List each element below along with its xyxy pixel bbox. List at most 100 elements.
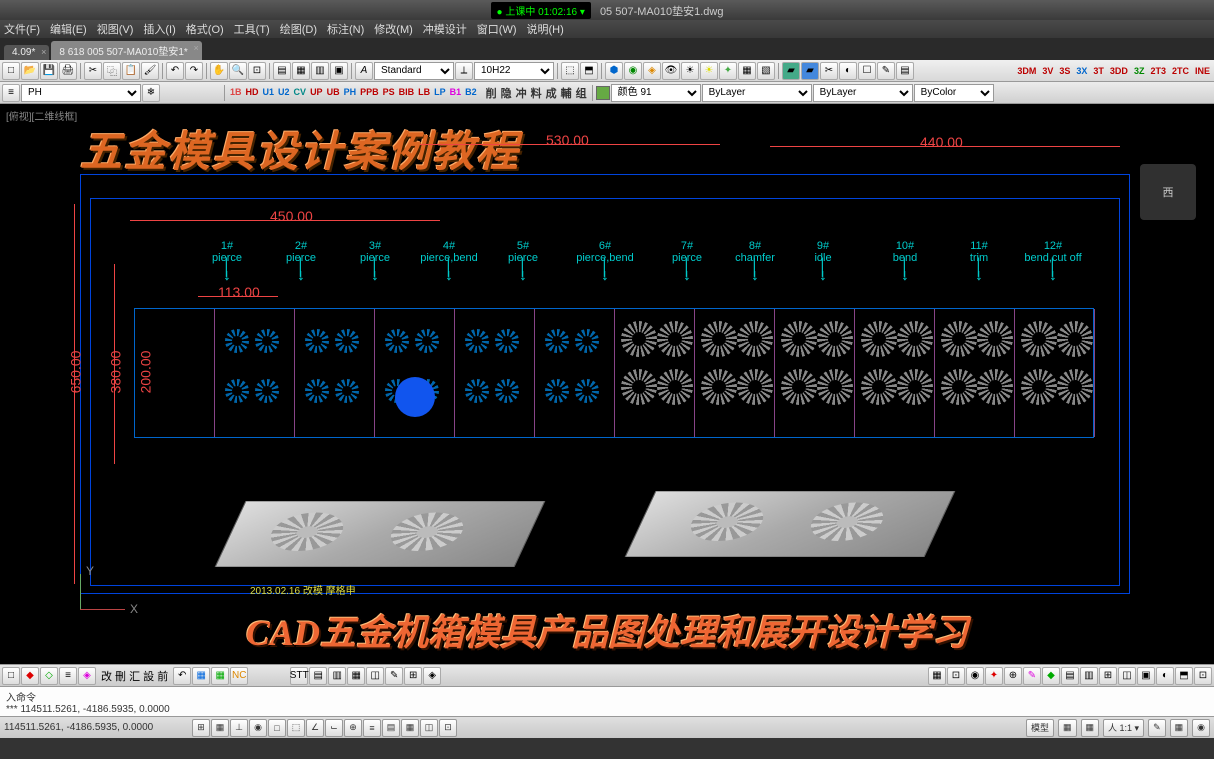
layer-group-btn[interactable]: 组 — [574, 87, 589, 101]
layer-quick-btn[interactable]: PPB — [358, 86, 381, 98]
status-right-item[interactable]: 人 1:1 ▾ — [1103, 719, 1144, 737]
layer-props-icon[interactable]: ≡ — [2, 84, 20, 102]
tool-icon[interactable]: ▥ — [311, 62, 329, 80]
menu-item[interactable]: 窗口(W) — [477, 21, 517, 37]
layer-quick-btn[interactable]: HD — [244, 86, 261, 98]
layer-select[interactable]: PH — [21, 84, 141, 102]
mode-indicator[interactable]: 3Z — [1132, 65, 1147, 77]
dyn-toggle[interactable]: ⊕ — [344, 719, 362, 737]
mat1-icon[interactable]: ▦ — [738, 62, 756, 80]
status-right-item[interactable]: ▦ — [1170, 719, 1189, 737]
bt-3[interactable]: ◇ — [40, 667, 58, 685]
bt-13[interactable]: ◫ — [366, 667, 384, 685]
redo-icon[interactable]: ↷ — [185, 62, 203, 80]
light-icon[interactable]: ☀ — [700, 62, 718, 80]
dim-style-select[interactable]: 10H22 — [474, 62, 554, 80]
block-icon[interactable]: ⬚ — [561, 62, 579, 80]
menu-item[interactable]: 插入(I) — [143, 21, 175, 37]
edit-icon[interactable]: ✎ — [877, 62, 895, 80]
bt-r14[interactable]: ⬒ — [1175, 667, 1193, 685]
bt-15[interactable]: ⊞ — [404, 667, 422, 685]
layer-quick-btn[interactable]: UB — [325, 86, 342, 98]
trans-icon[interactable]: ☐ — [858, 62, 876, 80]
adj-icon[interactable]: ◐ — [839, 62, 857, 80]
img2-icon[interactable]: ▰ — [801, 62, 819, 80]
layer-quick-btn[interactable]: UP — [308, 86, 325, 98]
menu-item[interactable]: 文件(F) — [4, 21, 40, 37]
mode-indicator[interactable]: 3DM — [1015, 65, 1038, 77]
lwt-toggle[interactable]: ≡ — [363, 719, 381, 737]
menu-item[interactable]: 绘图(D) — [280, 21, 317, 37]
bt-r11[interactable]: ◫ — [1118, 667, 1136, 685]
menu-item[interactable]: 冲模设计 — [423, 21, 467, 37]
bt-1[interactable]: □ — [2, 667, 20, 685]
layer-group-btn[interactable]: 削 — [484, 87, 499, 101]
status-right-item[interactable]: ▦ — [1058, 719, 1077, 737]
match-icon[interactable]: 🖌 — [141, 62, 159, 80]
layer-icon[interactable]: ◈ — [643, 62, 661, 80]
layer-group-btn[interactable]: 料 — [529, 87, 544, 101]
bt-r7[interactable]: ◆ — [1042, 667, 1060, 685]
bt-8[interactable]: ▦ — [211, 667, 229, 685]
copy-icon[interactable]: ⿻ — [103, 62, 121, 80]
img1-icon[interactable]: ▰ — [782, 62, 800, 80]
menu-item[interactable]: 编辑(E) — [50, 21, 87, 37]
undo-icon[interactable]: ↶ — [166, 62, 184, 80]
vis2-icon[interactable]: ☀ — [681, 62, 699, 80]
layer-group-btn[interactable]: 隐 — [499, 87, 514, 101]
menu-item[interactable]: 视图(V) — [97, 21, 134, 37]
color-swatch[interactable] — [596, 86, 610, 100]
linetype-select[interactable]: ByLayer — [702, 84, 812, 102]
document-tab[interactable]: 4.09*× — [4, 45, 49, 60]
mode-indicator[interactable]: 3V — [1040, 65, 1055, 77]
clip-icon[interactable]: ✂ — [820, 62, 838, 80]
osnap-toggle[interactable]: □ — [268, 719, 286, 737]
new-icon[interactable]: □ — [2, 62, 20, 80]
menu-item[interactable]: 格式(O) — [186, 21, 224, 37]
bt-r8[interactable]: ▤ — [1061, 667, 1079, 685]
sheet-icon[interactable]: ▦ — [292, 62, 310, 80]
bt-r12[interactable]: ▣ — [1137, 667, 1155, 685]
mat2-icon[interactable]: ▧ — [757, 62, 775, 80]
bt-r5[interactable]: ⊕ — [1004, 667, 1022, 685]
layer-group-btn[interactable]: 成 — [544, 87, 559, 101]
bt-r1[interactable]: ▦ — [928, 667, 946, 685]
bt-16[interactable]: ◈ — [423, 667, 441, 685]
text-style-select[interactable]: Standard — [374, 62, 454, 80]
mode-indicator[interactable]: 2TC — [1170, 65, 1191, 77]
otrack-toggle[interactable]: ∠ — [306, 719, 324, 737]
tpy-toggle[interactable]: ▤ — [382, 719, 400, 737]
bt-2[interactable]: ◆ — [21, 667, 39, 685]
view-cube[interactable]: 西 — [1140, 164, 1196, 220]
status-right-item[interactable]: ◉ — [1192, 719, 1210, 737]
layer-quick-btn[interactable]: U2 — [276, 86, 292, 98]
3d-icon[interactable]: ⬢ — [605, 62, 623, 80]
mode-indicator[interactable]: 3X — [1074, 65, 1089, 77]
layer-quick-btn[interactable]: LB — [416, 86, 432, 98]
props-icon[interactable]: ▤ — [273, 62, 291, 80]
close-tab-icon[interactable]: × — [41, 47, 46, 57]
calc-icon[interactable]: ▣ — [330, 62, 348, 80]
qp-toggle[interactable]: ▦ — [401, 719, 419, 737]
pan-icon[interactable]: ✋ — [210, 62, 228, 80]
bt-stt[interactable]: STT — [290, 667, 308, 685]
status-right-item[interactable]: 模型 — [1026, 719, 1054, 737]
layer-quick-btn[interactable]: 1B — [228, 86, 244, 98]
3dosnap-toggle[interactable]: ⬚ — [287, 719, 305, 737]
layer-group-btn[interactable]: 輔 — [559, 87, 574, 101]
layer-quick-btn[interactable]: B2 — [463, 86, 479, 98]
bt-6[interactable]: ↶ — [173, 667, 191, 685]
zoom-icon[interactable]: 🔍 — [229, 62, 247, 80]
layer-group-btn[interactable]: 冲 — [514, 87, 529, 101]
command-area[interactable]: 入命令 *** 114511.5261, -4186.5935, 0.0000 — [0, 686, 1214, 716]
menu-item[interactable]: 修改(M) — [374, 21, 413, 37]
menu-item[interactable]: 工具(T) — [234, 21, 270, 37]
layer-quick-btn[interactable]: CV — [292, 86, 309, 98]
menu-item[interactable]: 标注(N) — [327, 21, 364, 37]
color-select[interactable]: 颜色 91 — [611, 84, 701, 102]
bt-r2[interactable]: ⊡ — [947, 667, 965, 685]
layer-quick-btn[interactable]: BIB — [397, 86, 417, 98]
bt-9[interactable]: NC — [230, 667, 248, 685]
bt-11[interactable]: ▥ — [328, 667, 346, 685]
print-icon[interactable]: 🖨 — [59, 62, 77, 80]
